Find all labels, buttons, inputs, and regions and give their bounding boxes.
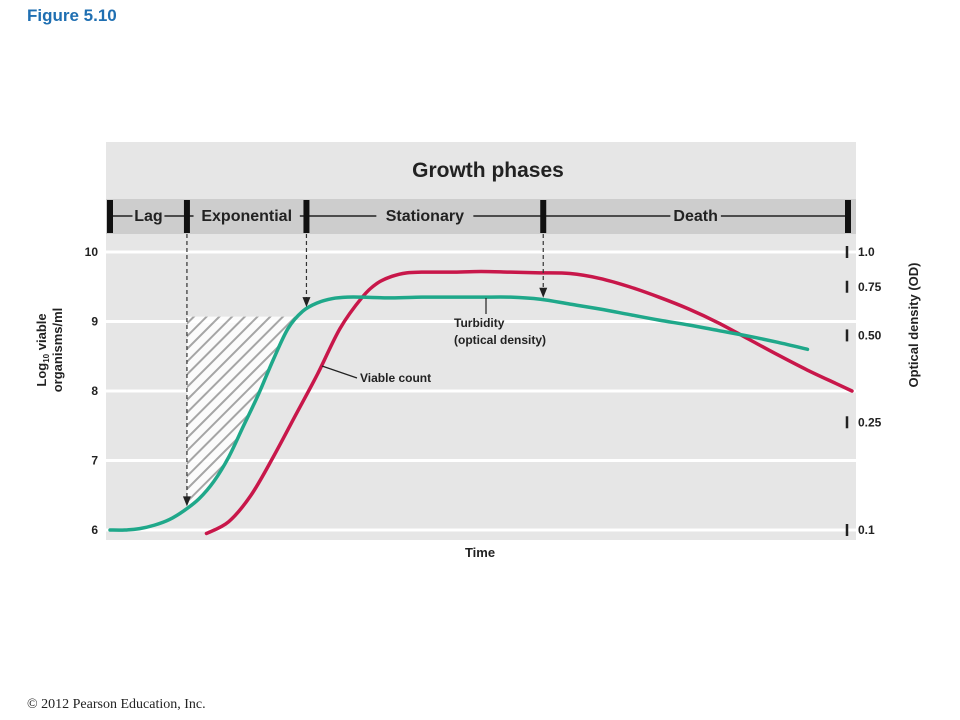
y-tick-right-2: 0.50 — [858, 328, 882, 342]
phase-boundary-3 — [540, 200, 547, 233]
y-axis-left-label-line2: organisms/ml — [50, 308, 65, 393]
y-tick-left-7: 7 — [91, 454, 98, 468]
annotation-viable-count: Viable count — [360, 371, 431, 385]
phase-label-backdrop-0 — [132, 206, 165, 224]
exponential-shaded-region — [186, 316, 307, 509]
x-axis-label: Time — [465, 545, 495, 560]
y-tick-left-6: 6 — [91, 523, 98, 537]
y-tick-left-10: 10 — [85, 245, 99, 259]
y-tick-right-0: 1.0 — [858, 245, 875, 259]
phase-label-backdrop-3 — [670, 206, 721, 224]
y-tick-right-1: 0.75 — [858, 280, 882, 294]
phase-arrow-3 — [539, 287, 548, 298]
phase-boundary-0 — [107, 200, 113, 233]
figure-label: Figure 5.10 — [27, 6, 117, 25]
copyright-notice: © 2012 Pearson Education, Inc. — [27, 697, 206, 712]
phase-label-stationary: Stationary — [386, 208, 464, 225]
phase-label-backdrop-2 — [376, 206, 474, 224]
y-tick-right-3: 0.25 — [858, 415, 882, 429]
annotation-turbidity: Turbidity — [454, 316, 505, 330]
annotation-optical-density: (optical density) — [454, 333, 546, 347]
phase-label-lag: Lag — [134, 208, 162, 225]
phase-arrow-1 — [182, 496, 191, 507]
y-tick-left-9: 9 — [91, 315, 98, 329]
phase-label-exponential: Exponential — [201, 208, 292, 225]
viable-count-leader — [321, 365, 358, 379]
phase-boundary-2 — [303, 200, 310, 233]
y-tick-right-4: 0.1 — [858, 523, 875, 537]
y-tick-left-8: 8 — [91, 384, 98, 398]
phase-label-backdrop-1 — [193, 206, 300, 224]
phase-boundary-1 — [183, 200, 190, 233]
y-axis-left-label-line1: Log10 viable — [34, 313, 51, 386]
phase-boundary-4 — [845, 200, 851, 233]
turbidity-curve — [108, 295, 810, 532]
phase-label-death: Death — [673, 208, 717, 225]
y-axis-right-label: Optical density (OD) — [906, 263, 921, 388]
chart-title: Growth phases — [412, 159, 564, 182]
phase-arrow-2 — [302, 297, 311, 308]
y-axis-left-label: Log10 viable organisms/ml — [34, 308, 65, 393]
